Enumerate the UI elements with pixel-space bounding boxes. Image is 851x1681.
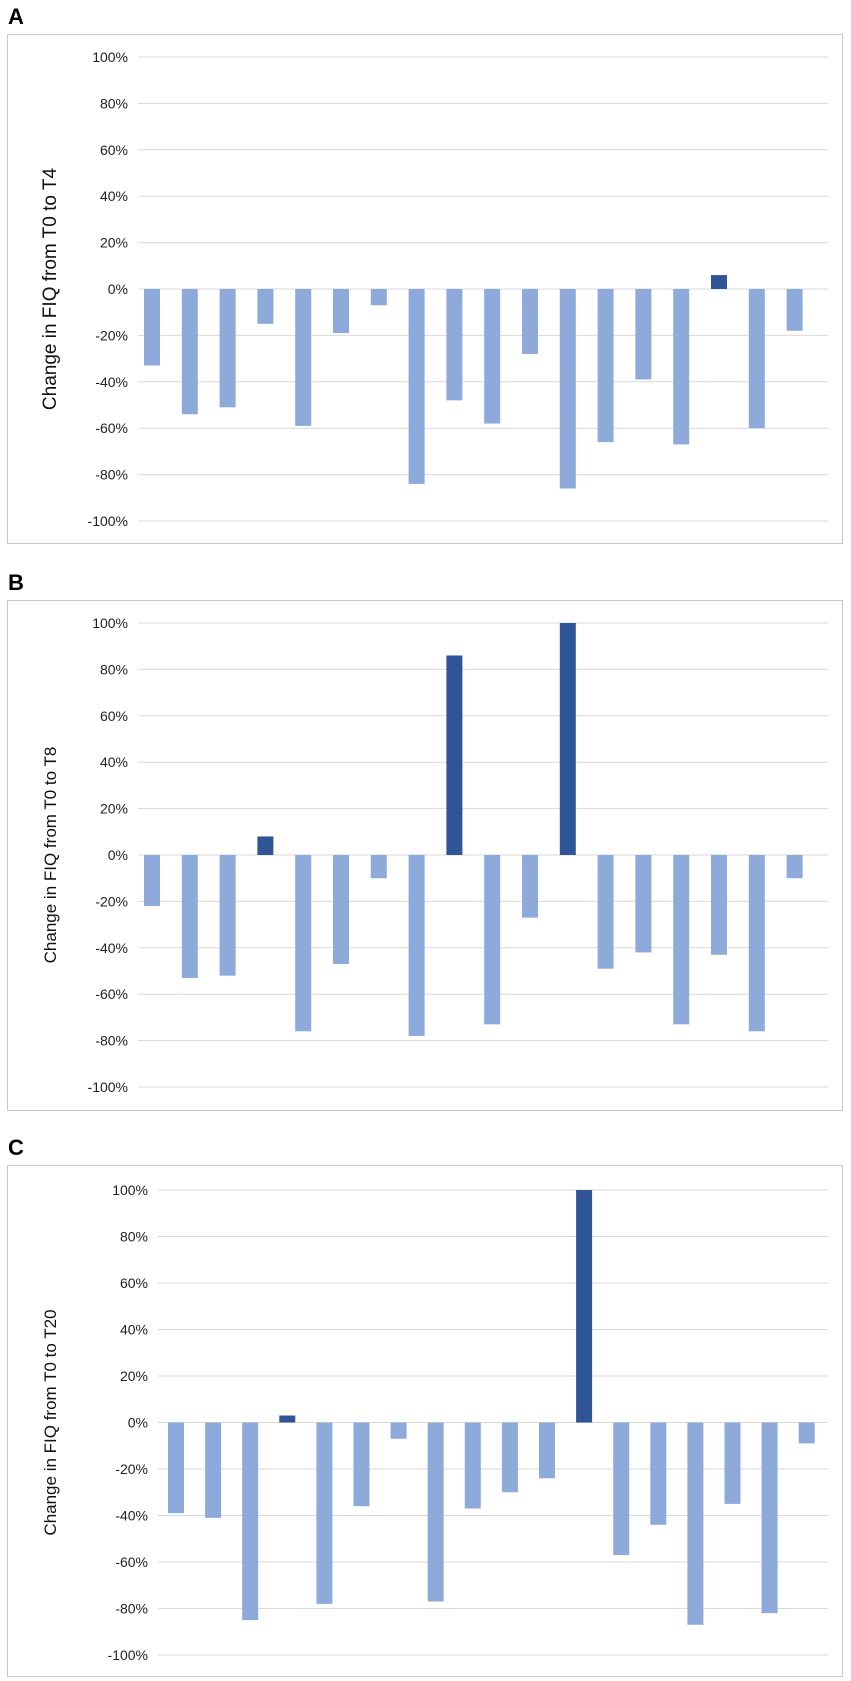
chart-b-bar-12	[559, 623, 576, 855]
chart-a-ylabel: Change in FIQ from T0 to T4	[40, 167, 61, 410]
chart-b-bar-1	[144, 855, 160, 907]
chart-a-ytick-label: -40%	[95, 374, 128, 390]
chart-c-bar-7	[390, 1422, 407, 1439]
chart-b: 100% 80% 60% 40% 20% 0% -20% -40% -60% -80% -100% C…	[41, 615, 828, 1095]
chart-c: 100% 80% 60% 40% 20% 0% -20% -40% -60% -80% -100% C…	[41, 1182, 828, 1663]
chart-b-ytick-label: -100%	[88, 1079, 128, 1095]
chart-b-ytick-label: 80%	[100, 661, 128, 677]
chart-b-ytick-label: 100%	[92, 615, 128, 631]
chart-b-bar-10	[484, 855, 501, 1025]
chart-a-ytick-label: -80%	[95, 467, 128, 483]
chart-c-bar-2	[205, 1422, 222, 1518]
chart-a-bar-8	[408, 289, 425, 484]
chart-b-bar-16	[711, 855, 727, 955]
chart-b-bar-8	[408, 855, 425, 1036]
chart-a-ytick-label: -100%	[88, 513, 128, 529]
chart-c-bar-5	[316, 1422, 333, 1604]
chart-b-bar-14	[635, 855, 652, 953]
chart-c-ytick-label: -100%	[108, 1647, 148, 1663]
chart-b-bar-5	[295, 855, 312, 1032]
chart-c-ytick-label: 60%	[120, 1275, 148, 1291]
chart-c-bar-18	[798, 1422, 815, 1444]
chart-a-ytick-label: 80%	[100, 95, 128, 111]
chart-b-ytick-label: -80%	[95, 1033, 128, 1049]
chart-b-ytick-label: 40%	[100, 754, 128, 770]
chart-a-ytick-label: 60%	[100, 142, 128, 158]
chart-a-bar-11	[522, 289, 538, 354]
chart-c-ytick-label: -40%	[115, 1508, 148, 1524]
chart-a-bar-4	[257, 289, 274, 324]
chart-c-ytick-label: -60%	[115, 1554, 148, 1570]
chart-a-bar-9	[446, 289, 463, 401]
chart-c-ytick-label: -20%	[115, 1461, 148, 1477]
chart-c-bar-15	[687, 1422, 704, 1625]
chart-a-ytick-label: 40%	[100, 188, 128, 204]
panel-c-letter: C	[8, 1135, 24, 1160]
chart-a-ytick-label: -20%	[95, 327, 128, 343]
chart-a: 100% 80% 60% 40% 20% 0% -20% -40% -60% -80% -100% C…	[40, 49, 828, 529]
chart-c-ytick-label: -80%	[115, 1601, 148, 1617]
panel-a-letter: A	[8, 4, 24, 29]
chart-c-bar-10	[501, 1422, 518, 1493]
chart-c-ylabel: Change in FIQ from T0 to T20	[41, 1309, 60, 1535]
chart-a-bar-7	[370, 289, 387, 306]
chart-c-bar-17	[761, 1422, 778, 1614]
chart-a-bar-13	[597, 289, 614, 443]
chart-b-ytick-label: -20%	[95, 893, 128, 909]
chart-a-ytick-label: 0%	[108, 281, 128, 297]
chart-c-bar-3	[242, 1422, 259, 1621]
chart-a-bar-17	[748, 289, 765, 429]
chart-a-bar-5	[295, 289, 312, 426]
chart-c-bar-12	[576, 1190, 593, 1423]
chart-c-bar-4	[279, 1415, 296, 1423]
chart-c-bar-13	[613, 1422, 630, 1556]
chart-a-bar-2	[181, 289, 198, 415]
chart-c-frame: 100% 80% 60% 40% 20% 0% -20% -40% -60% -80% -100% C…	[7, 1165, 843, 1677]
chart-a-ytick-label: -60%	[95, 420, 128, 436]
chart-a-bar-6	[333, 289, 349, 334]
chart-b-bar-2	[181, 855, 198, 978]
chart-c-ytick-label: 0%	[128, 1415, 148, 1431]
chart-a-bar-15	[673, 289, 690, 445]
chart-c-ytick-label: 80%	[120, 1229, 148, 1245]
chart-a-bar-12	[559, 289, 576, 489]
chart-b-ylabel: Change in FIQ from T0 to T8	[41, 747, 60, 964]
chart-b-bar-6	[333, 855, 349, 965]
chart-c-bar-14	[650, 1422, 667, 1525]
chart-c-bar-11	[539, 1422, 555, 1479]
chart-a-bar-3	[219, 289, 236, 408]
chart-a-bar-16	[711, 275, 727, 289]
chart-c-bar-16	[724, 1422, 741, 1504]
chart-c-bar-8	[427, 1422, 444, 1602]
chart-b-bar-3	[219, 855, 236, 976]
chart-a-frame: 100% 80% 60% 40% 20% 0% -20% -40% -60% -80% -100% C…	[7, 34, 843, 544]
chart-a-bar-18	[786, 289, 803, 331]
chart-b-bar-4	[257, 836, 274, 855]
chart-b-ytick-label: -40%	[95, 940, 128, 956]
chart-c-ytick-label: 20%	[120, 1368, 148, 1384]
chart-c-bar-6	[353, 1422, 370, 1507]
chart-b-ytick-label: 20%	[100, 801, 128, 817]
chart-b-bar-9	[446, 655, 463, 855]
chart-b-ytick-label: 60%	[100, 708, 128, 724]
chart-b-frame: 100% 80% 60% 40% 20% 0% -20% -40% -60% -80% -100% C…	[7, 600, 843, 1111]
chart-a-ytick-label: 100%	[92, 49, 128, 65]
chart-c-bar-1	[168, 1422, 184, 1514]
chart-b-ytick-label: 0%	[108, 847, 128, 863]
chart-c-bar-9	[464, 1422, 481, 1509]
chart-a-bar-10	[484, 289, 501, 424]
chart-b-bar-15	[673, 855, 690, 1025]
chart-c-ytick-label: 100%	[112, 1182, 148, 1198]
chart-b-bar-7	[370, 855, 387, 879]
chart-a-bar-14	[635, 289, 652, 380]
chart-a-bar-1	[144, 289, 160, 366]
panel-b-letter: B	[8, 570, 24, 595]
chart-b-ytick-label: -60%	[95, 986, 128, 1002]
chart-b-bar-17	[748, 855, 765, 1032]
chart-c-ytick-label: 40%	[120, 1322, 148, 1338]
chart-b-bar-11	[522, 855, 538, 918]
chart-a-ytick-label: 20%	[100, 235, 128, 251]
chart-b-bar-13	[597, 855, 614, 969]
chart-b-bar-18	[786, 855, 803, 879]
